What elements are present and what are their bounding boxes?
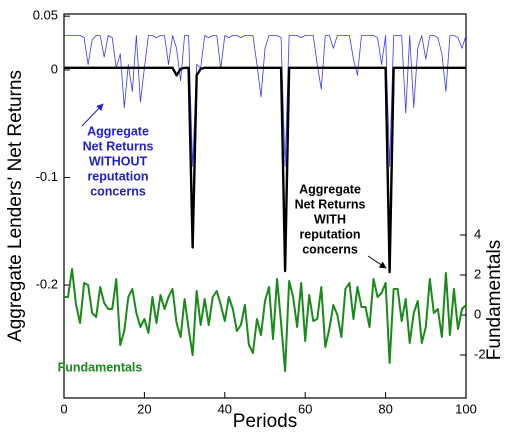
data-line <box>64 268 467 372</box>
y-tick-label: -0.1 <box>36 169 58 184</box>
annotation-arrow <box>367 255 387 269</box>
y2-tick-label: -2 <box>474 346 486 361</box>
x-tick-label: 60 <box>298 401 312 416</box>
annotation: reputation <box>299 227 360 241</box>
annotation: concerns <box>302 242 358 256</box>
annotation: Fundamentals <box>58 360 143 374</box>
annotation: WITHOUT <box>89 154 148 168</box>
annotation: Aggregate <box>87 124 149 138</box>
annotation-arrow <box>81 103 104 127</box>
y-tick-label: 0 <box>51 61 58 76</box>
data-line <box>64 66 466 274</box>
annotation: concerns <box>90 184 146 198</box>
y2-tick-label: 4 <box>474 226 481 241</box>
annotation: Aggregate <box>299 182 361 196</box>
data-line <box>64 35 467 168</box>
annotation: WITH <box>314 212 346 226</box>
x-tick-label: 0 <box>60 401 67 416</box>
annotation: reputation <box>87 169 148 183</box>
y2-axis-label: Fundamentals <box>484 240 505 360</box>
annotation: Net Returns <box>83 139 154 153</box>
plot-frame <box>63 13 467 399</box>
y-tick-label: -0.2 <box>36 276 58 291</box>
x-tick-label: 80 <box>378 401 392 416</box>
y2-tick-label: 0 <box>474 306 481 321</box>
x-tick-label: 20 <box>137 401 151 416</box>
x-tick-label: 100 <box>455 401 477 416</box>
y2-tick-label: 2 <box>474 266 481 281</box>
y-tick-label: 0.05 <box>33 8 58 23</box>
x-tick-label: 40 <box>218 401 232 416</box>
annotation: Net Returns <box>295 197 366 211</box>
y-axis-label: Aggregate Lenders' Net Returns <box>5 70 26 342</box>
x-axis-label: Periods <box>233 411 297 432</box>
